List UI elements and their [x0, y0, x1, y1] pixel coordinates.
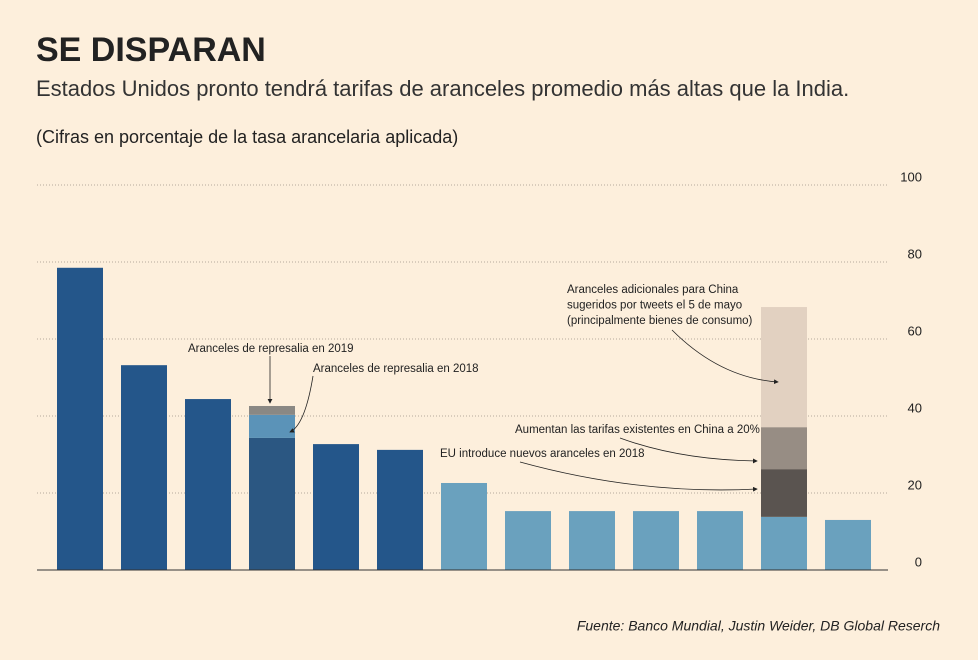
chart-subtitle: Estados Unidos pronto tendrá tarifas de …: [36, 76, 849, 101]
annotation-arrow: [289, 375, 314, 433]
bar-segment: [185, 399, 231, 570]
annotation: Aranceles adicionales para China: [567, 284, 739, 296]
bar-segment: [761, 307, 807, 428]
annotation-arrow: [519, 461, 758, 492]
bar-segment: [249, 437, 295, 570]
bar-segment: [633, 511, 679, 570]
y-tick-label: 60: [908, 323, 922, 338]
annotation: EU introduce nuevos aranceles en 2018: [440, 448, 645, 460]
y-tick-label: 0: [915, 554, 922, 569]
bar-segment: [249, 414, 295, 438]
annotation: Aranceles de represalia en 2018: [313, 363, 479, 375]
y-tick-label: 80: [908, 246, 922, 261]
source: Fuente: Banco Mundial, Justin Weider, DB…: [577, 618, 940, 634]
y-tick-label: 40: [908, 400, 922, 415]
bar-segment: [569, 511, 615, 570]
annotation: sugeridos por tweets el 5 de mayo: [567, 300, 742, 312]
annotation-arrow: [619, 437, 758, 464]
y-tick-label: 100: [900, 169, 922, 184]
annotation: Aranceles de represalia en 2019: [188, 343, 354, 355]
bar-segment: [377, 449, 423, 570]
bar-segment: [761, 516, 807, 570]
y-tick-label: 20: [908, 477, 922, 492]
bar-segment: [313, 444, 359, 570]
bar-segment: [825, 519, 871, 570]
bar-segment: [505, 511, 551, 570]
bar-segment: [697, 511, 743, 570]
chart-note: (Cifras en porcentaje de la tasa arancel…: [36, 127, 458, 147]
bar-segment: [761, 469, 807, 517]
annotation: (principalmente bienes de consumo): [567, 315, 753, 327]
bar-segment: [441, 482, 487, 570]
annotation: Aumentan las tarifas existentes en China…: [515, 424, 760, 436]
annotation-arrow: [671, 329, 779, 385]
bar-segment: [761, 427, 807, 470]
bar-segment: [57, 267, 103, 570]
bar-segment: [121, 365, 167, 570]
bar-segment: [249, 405, 295, 415]
chart-title: SE DISPARAN: [36, 31, 266, 69]
